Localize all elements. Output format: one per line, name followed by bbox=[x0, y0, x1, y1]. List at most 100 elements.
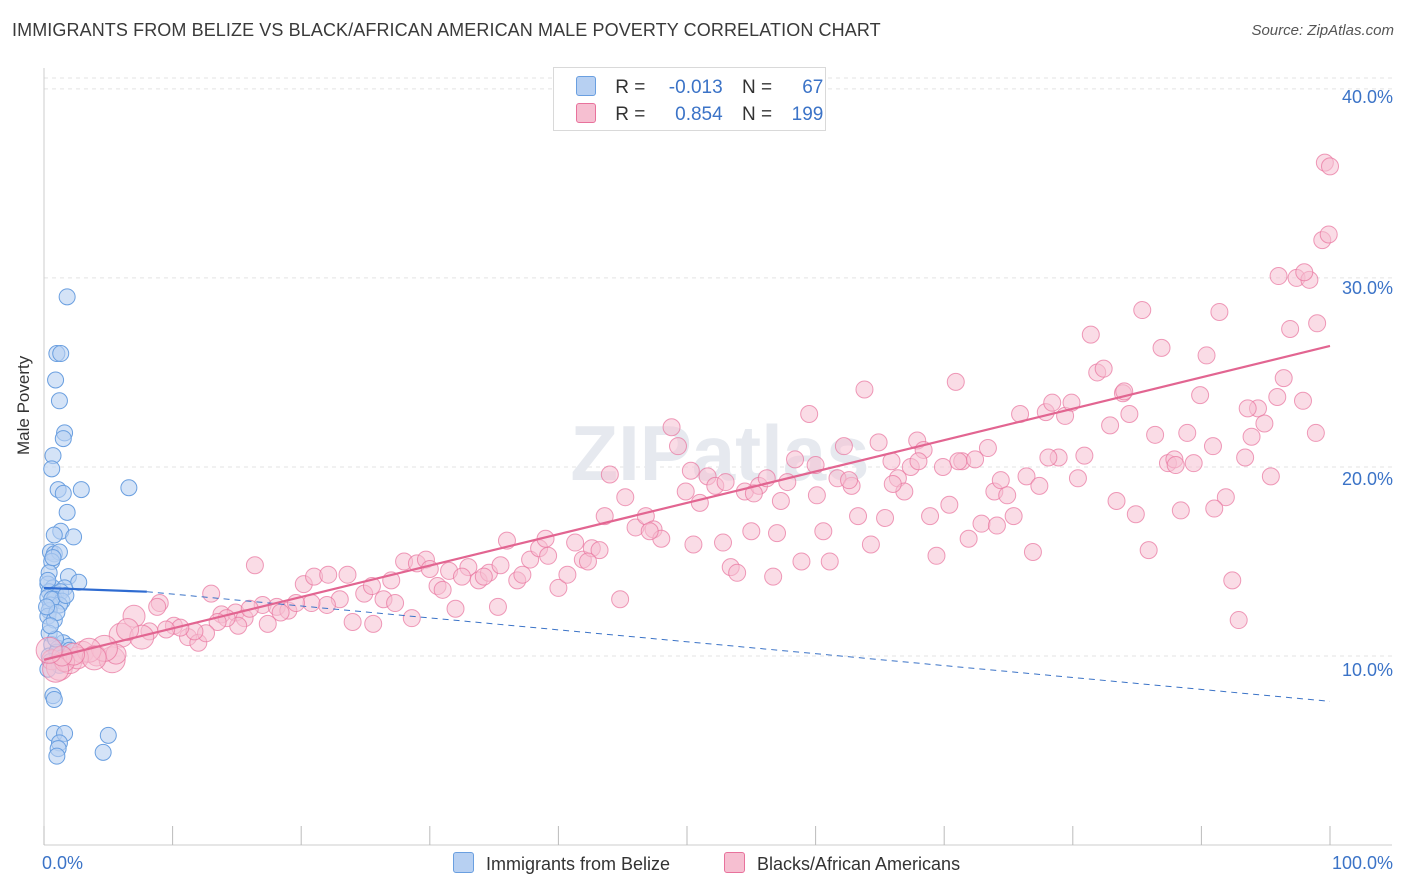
y-tick-label-20: 20.0% bbox=[1341, 469, 1393, 489]
data-point-black bbox=[1101, 416, 1120, 435]
data-point-black bbox=[1152, 338, 1171, 357]
data-point-black bbox=[302, 594, 321, 613]
data-point-black bbox=[807, 486, 826, 505]
bottom-legend-black[interactable]: Blacks/African Americans bbox=[724, 852, 960, 875]
data-point-black bbox=[840, 471, 859, 490]
data-point-black bbox=[940, 495, 959, 514]
data-point-black bbox=[1191, 386, 1210, 405]
data-point-belize bbox=[44, 549, 62, 567]
data-point-black bbox=[245, 556, 264, 575]
legend-r-value: 0.854 bbox=[675, 104, 723, 125]
data-point-black bbox=[343, 612, 362, 631]
data-point-belize bbox=[45, 526, 63, 544]
data-point-belize bbox=[39, 571, 57, 589]
data-point-black bbox=[488, 597, 507, 616]
data-point-black bbox=[1039, 448, 1058, 467]
data-point-black bbox=[446, 599, 465, 618]
data-point-black bbox=[1261, 467, 1280, 486]
gridlines bbox=[44, 77, 1392, 657]
data-point-black bbox=[855, 380, 874, 399]
data-point-black bbox=[690, 493, 709, 512]
data-point-black bbox=[768, 524, 787, 543]
data-point-black bbox=[558, 565, 577, 584]
data-point-black bbox=[1321, 157, 1339, 176]
data-point-black bbox=[640, 522, 659, 541]
legend-n-label: N = bbox=[741, 77, 773, 98]
data-point-black bbox=[909, 452, 928, 471]
data-point-black bbox=[116, 618, 140, 642]
data-point-black bbox=[1081, 325, 1100, 344]
legend-row-belize: R = -0.013 N = 67 bbox=[576, 76, 823, 99]
data-point-black bbox=[1133, 301, 1152, 320]
bottom-legend-swatch-pink bbox=[724, 852, 745, 873]
data-point-black bbox=[1094, 359, 1113, 378]
data-point-belize bbox=[120, 479, 138, 497]
data-point-black bbox=[1178, 423, 1197, 442]
data-point-belize bbox=[57, 586, 75, 604]
data-point-black bbox=[317, 595, 336, 614]
data-point-black bbox=[1043, 393, 1062, 412]
data-point-black bbox=[1017, 467, 1036, 486]
data-point-black bbox=[616, 488, 635, 507]
data-point-black bbox=[998, 486, 1017, 505]
data-point-black bbox=[1197, 346, 1216, 365]
data-point-black bbox=[1068, 469, 1087, 488]
data-point-black bbox=[1023, 543, 1042, 562]
legend-row-black: R = 0.854 N = 199 bbox=[576, 103, 823, 126]
data-point-black bbox=[681, 461, 700, 480]
data-point-belize bbox=[48, 747, 66, 765]
data-point-black bbox=[972, 514, 991, 533]
data-point-black bbox=[742, 522, 761, 541]
data-point-black bbox=[566, 533, 585, 552]
data-point-black bbox=[202, 584, 221, 603]
y-tick-label-30: 30.0% bbox=[1341, 278, 1393, 298]
data-point-black bbox=[786, 450, 805, 469]
data-point-black bbox=[1293, 391, 1312, 410]
data-point-belize bbox=[70, 573, 88, 591]
data-point-black bbox=[946, 372, 965, 391]
data-point-black bbox=[1281, 319, 1300, 338]
data-point-black bbox=[148, 597, 167, 616]
data-point-black bbox=[319, 565, 338, 584]
y-tick-label-40: 40.0% bbox=[1341, 87, 1393, 107]
data-point-black bbox=[1126, 505, 1145, 524]
chart-title: IMMIGRANTS FROM BELIZE VS BLACK/AFRICAN … bbox=[12, 20, 881, 40]
data-point-black bbox=[987, 516, 1006, 535]
trend-line-belize-dashed bbox=[146, 591, 1331, 702]
data-point-black bbox=[991, 471, 1010, 490]
data-point-black bbox=[978, 439, 997, 458]
data-point-black bbox=[1223, 571, 1242, 590]
data-point-black bbox=[800, 405, 819, 424]
data-point-black bbox=[578, 552, 597, 571]
bottom-legend-swatch-blue bbox=[453, 852, 474, 873]
bottom-legend-label: Immigrants from Belize bbox=[486, 854, 671, 874]
bottom-legend-belize[interactable]: Immigrants from Belize bbox=[453, 852, 670, 875]
legend-r-label: R = bbox=[615, 77, 646, 98]
axes bbox=[43, 68, 1392, 846]
bottom-legend-label: Blacks/African Americans bbox=[757, 854, 961, 874]
data-point-black bbox=[1166, 456, 1185, 475]
data-point-black bbox=[820, 552, 839, 571]
data-point-black bbox=[402, 609, 421, 628]
data-point-black bbox=[539, 546, 558, 565]
data-point-black bbox=[452, 567, 471, 586]
data-point-black bbox=[386, 594, 405, 613]
data-point-belize bbox=[58, 288, 76, 306]
data-point-black bbox=[869, 433, 888, 452]
data-point-belize bbox=[99, 726, 117, 744]
trend-line-black bbox=[43, 344, 1331, 661]
data-point-black bbox=[1203, 437, 1222, 456]
data-point-black bbox=[716, 473, 735, 492]
source-label: Source: ZipAtlas.com bbox=[1251, 22, 1394, 39]
x-tick-label-max: 100.0% bbox=[1331, 853, 1393, 873]
data-point-black bbox=[1295, 263, 1314, 282]
data-point-black bbox=[1319, 225, 1338, 244]
legend-n-value: 67 bbox=[802, 77, 824, 98]
data-point-black bbox=[364, 614, 383, 633]
data-point-black bbox=[1255, 414, 1274, 433]
data-point-belize bbox=[45, 690, 63, 708]
data-point-black bbox=[338, 565, 357, 584]
data-point-black bbox=[611, 590, 630, 609]
data-point-black bbox=[1107, 491, 1126, 510]
